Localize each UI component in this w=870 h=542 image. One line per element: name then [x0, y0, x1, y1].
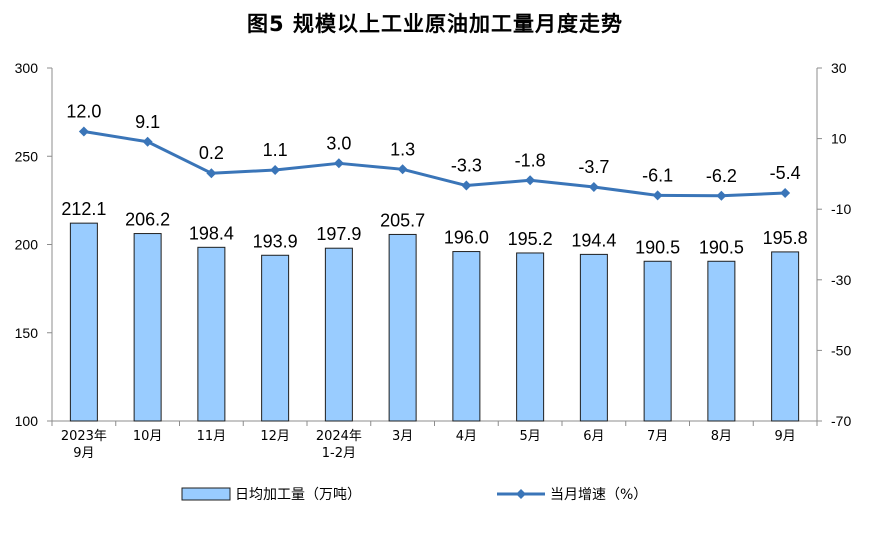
right-tick-label: -50: [831, 342, 851, 358]
bar-value-label: 198.4: [189, 223, 234, 243]
x-tick-label: 10月: [133, 429, 163, 444]
bar: [452, 251, 481, 422]
x-tick-label: 6月: [583, 429, 604, 444]
line-group: [78, 126, 791, 201]
bar: [388, 233, 417, 422]
right-tick-label: -10: [831, 201, 851, 217]
left-tick-label: 250: [15, 148, 39, 164]
line-point-marker: [780, 187, 791, 198]
right-tick-label: 30: [831, 60, 847, 76]
left-tick-label: 200: [15, 237, 39, 253]
x-tick-label: 3月: [392, 429, 413, 444]
legend-line-label: 当月增速（%）: [550, 487, 647, 503]
x-tick-label: 2023年 9月: [61, 429, 107, 461]
legend-bar-label: 日均加工量（万吨）: [235, 487, 361, 503]
line-point-marker: [716, 190, 727, 201]
bar-value-label: 190.5: [635, 237, 680, 257]
bar-value-label: 195.8: [763, 228, 808, 248]
bar-value-label: 196.0: [444, 228, 489, 248]
bar: [133, 233, 162, 422]
line-value-label: -6.2: [706, 166, 737, 186]
x-tick-label: 9月: [774, 429, 795, 444]
line-value-label: -1.8: [515, 150, 546, 170]
line-point-marker: [206, 168, 217, 179]
left-tick-label: 300: [15, 60, 39, 76]
growth-line: [83, 130, 786, 198]
right-tick-label: -30: [831, 272, 851, 288]
line-point-marker: [333, 158, 344, 169]
line-value-label: 1.3: [390, 139, 415, 159]
line-point-marker: [525, 175, 536, 186]
bar-value-label: 193.9: [253, 231, 298, 251]
x-tick-label: 8月: [711, 429, 732, 444]
x-tick-label: 12月: [260, 429, 290, 444]
left-tick-label: 100: [15, 413, 39, 429]
line-point-marker: [397, 164, 408, 175]
bar: [261, 254, 290, 422]
bar-value-label: 205.7: [380, 210, 425, 230]
x-tick-label: 5月: [519, 429, 540, 444]
bar: [69, 222, 98, 422]
line-value-label: -3.3: [451, 156, 482, 176]
line-point-marker: [588, 181, 599, 192]
legend-bar-swatch: [181, 487, 231, 501]
line-value-label: 12.0: [66, 102, 101, 122]
line-point-marker: [652, 190, 663, 201]
bar-value-label: 212.1: [61, 199, 106, 219]
bar: [707, 260, 736, 422]
line-value-label: -6.1: [642, 165, 673, 185]
x-tick-label: 11月: [197, 429, 227, 444]
bar: [197, 246, 226, 422]
bar: [643, 260, 672, 422]
bar-value-label: 195.2: [508, 229, 553, 249]
line-value-label: -5.4: [770, 163, 801, 183]
line-value-label: 3.0: [326, 133, 351, 153]
x-tick-label: 2024年 1-2月: [316, 429, 362, 461]
chart-title: 图5 规模以上工业原油加工量月度走势: [247, 12, 623, 36]
line-point-marker: [461, 180, 472, 191]
line-value-label: -3.7: [578, 157, 609, 177]
line-value-label: 0.2: [199, 143, 224, 163]
bars-group: [69, 222, 800, 422]
x-tick-label: 4月: [456, 429, 477, 444]
x-tick-label: 7月: [647, 429, 668, 444]
line-point-marker: [78, 126, 89, 137]
data-labels-group: 212.1 206.2 198.4 193.9 197.9 205.7 196.0 195.2…: [61, 102, 807, 258]
bar: [771, 251, 800, 422]
left-tick-label: 150: [15, 325, 39, 341]
line-point-marker: [270, 165, 281, 176]
line-point-marker: [142, 136, 153, 147]
legend-line-marker: [516, 489, 526, 499]
axes-group: 100 150 200 250 300 -70 -50 -30 -10 10 30 2023年 9月 10…: [15, 60, 852, 461]
bar: [324, 247, 353, 422]
legend: 日均加工量（万吨） 当月增速（%）: [181, 487, 647, 503]
line-value-label: 9.1: [135, 112, 160, 132]
right-tick-label: 10: [831, 131, 847, 147]
bar-value-label: 190.5: [699, 237, 744, 257]
bar-value-label: 194.4: [571, 230, 616, 250]
right-tick-label: -70: [831, 413, 851, 429]
bar-value-label: 206.2: [125, 210, 170, 230]
bar: [516, 252, 545, 422]
line-value-label: 1.1: [263, 140, 288, 160]
bar: [579, 253, 608, 422]
bar-value-label: 197.9: [316, 224, 361, 244]
